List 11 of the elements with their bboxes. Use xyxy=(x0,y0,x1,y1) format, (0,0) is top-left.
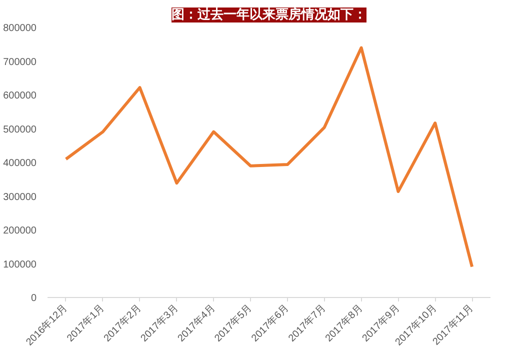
y-tick-label: 300000 xyxy=(3,192,37,203)
chart-title: 图：过去一年以来票房情况如下： xyxy=(172,6,366,22)
y-tick-label: 700000 xyxy=(3,56,37,68)
y-tick-label: 200000 xyxy=(3,226,37,236)
y-tick-label: 500000 xyxy=(3,124,37,136)
y-tick-label: 600000 xyxy=(3,90,37,102)
y-tick-label: 400000 xyxy=(3,158,37,169)
y-tick-label: 800000 xyxy=(3,23,37,34)
line-series xyxy=(64,46,474,268)
y-tick-label: 100000 xyxy=(3,259,37,270)
y-tick-label: 0 xyxy=(30,293,37,304)
